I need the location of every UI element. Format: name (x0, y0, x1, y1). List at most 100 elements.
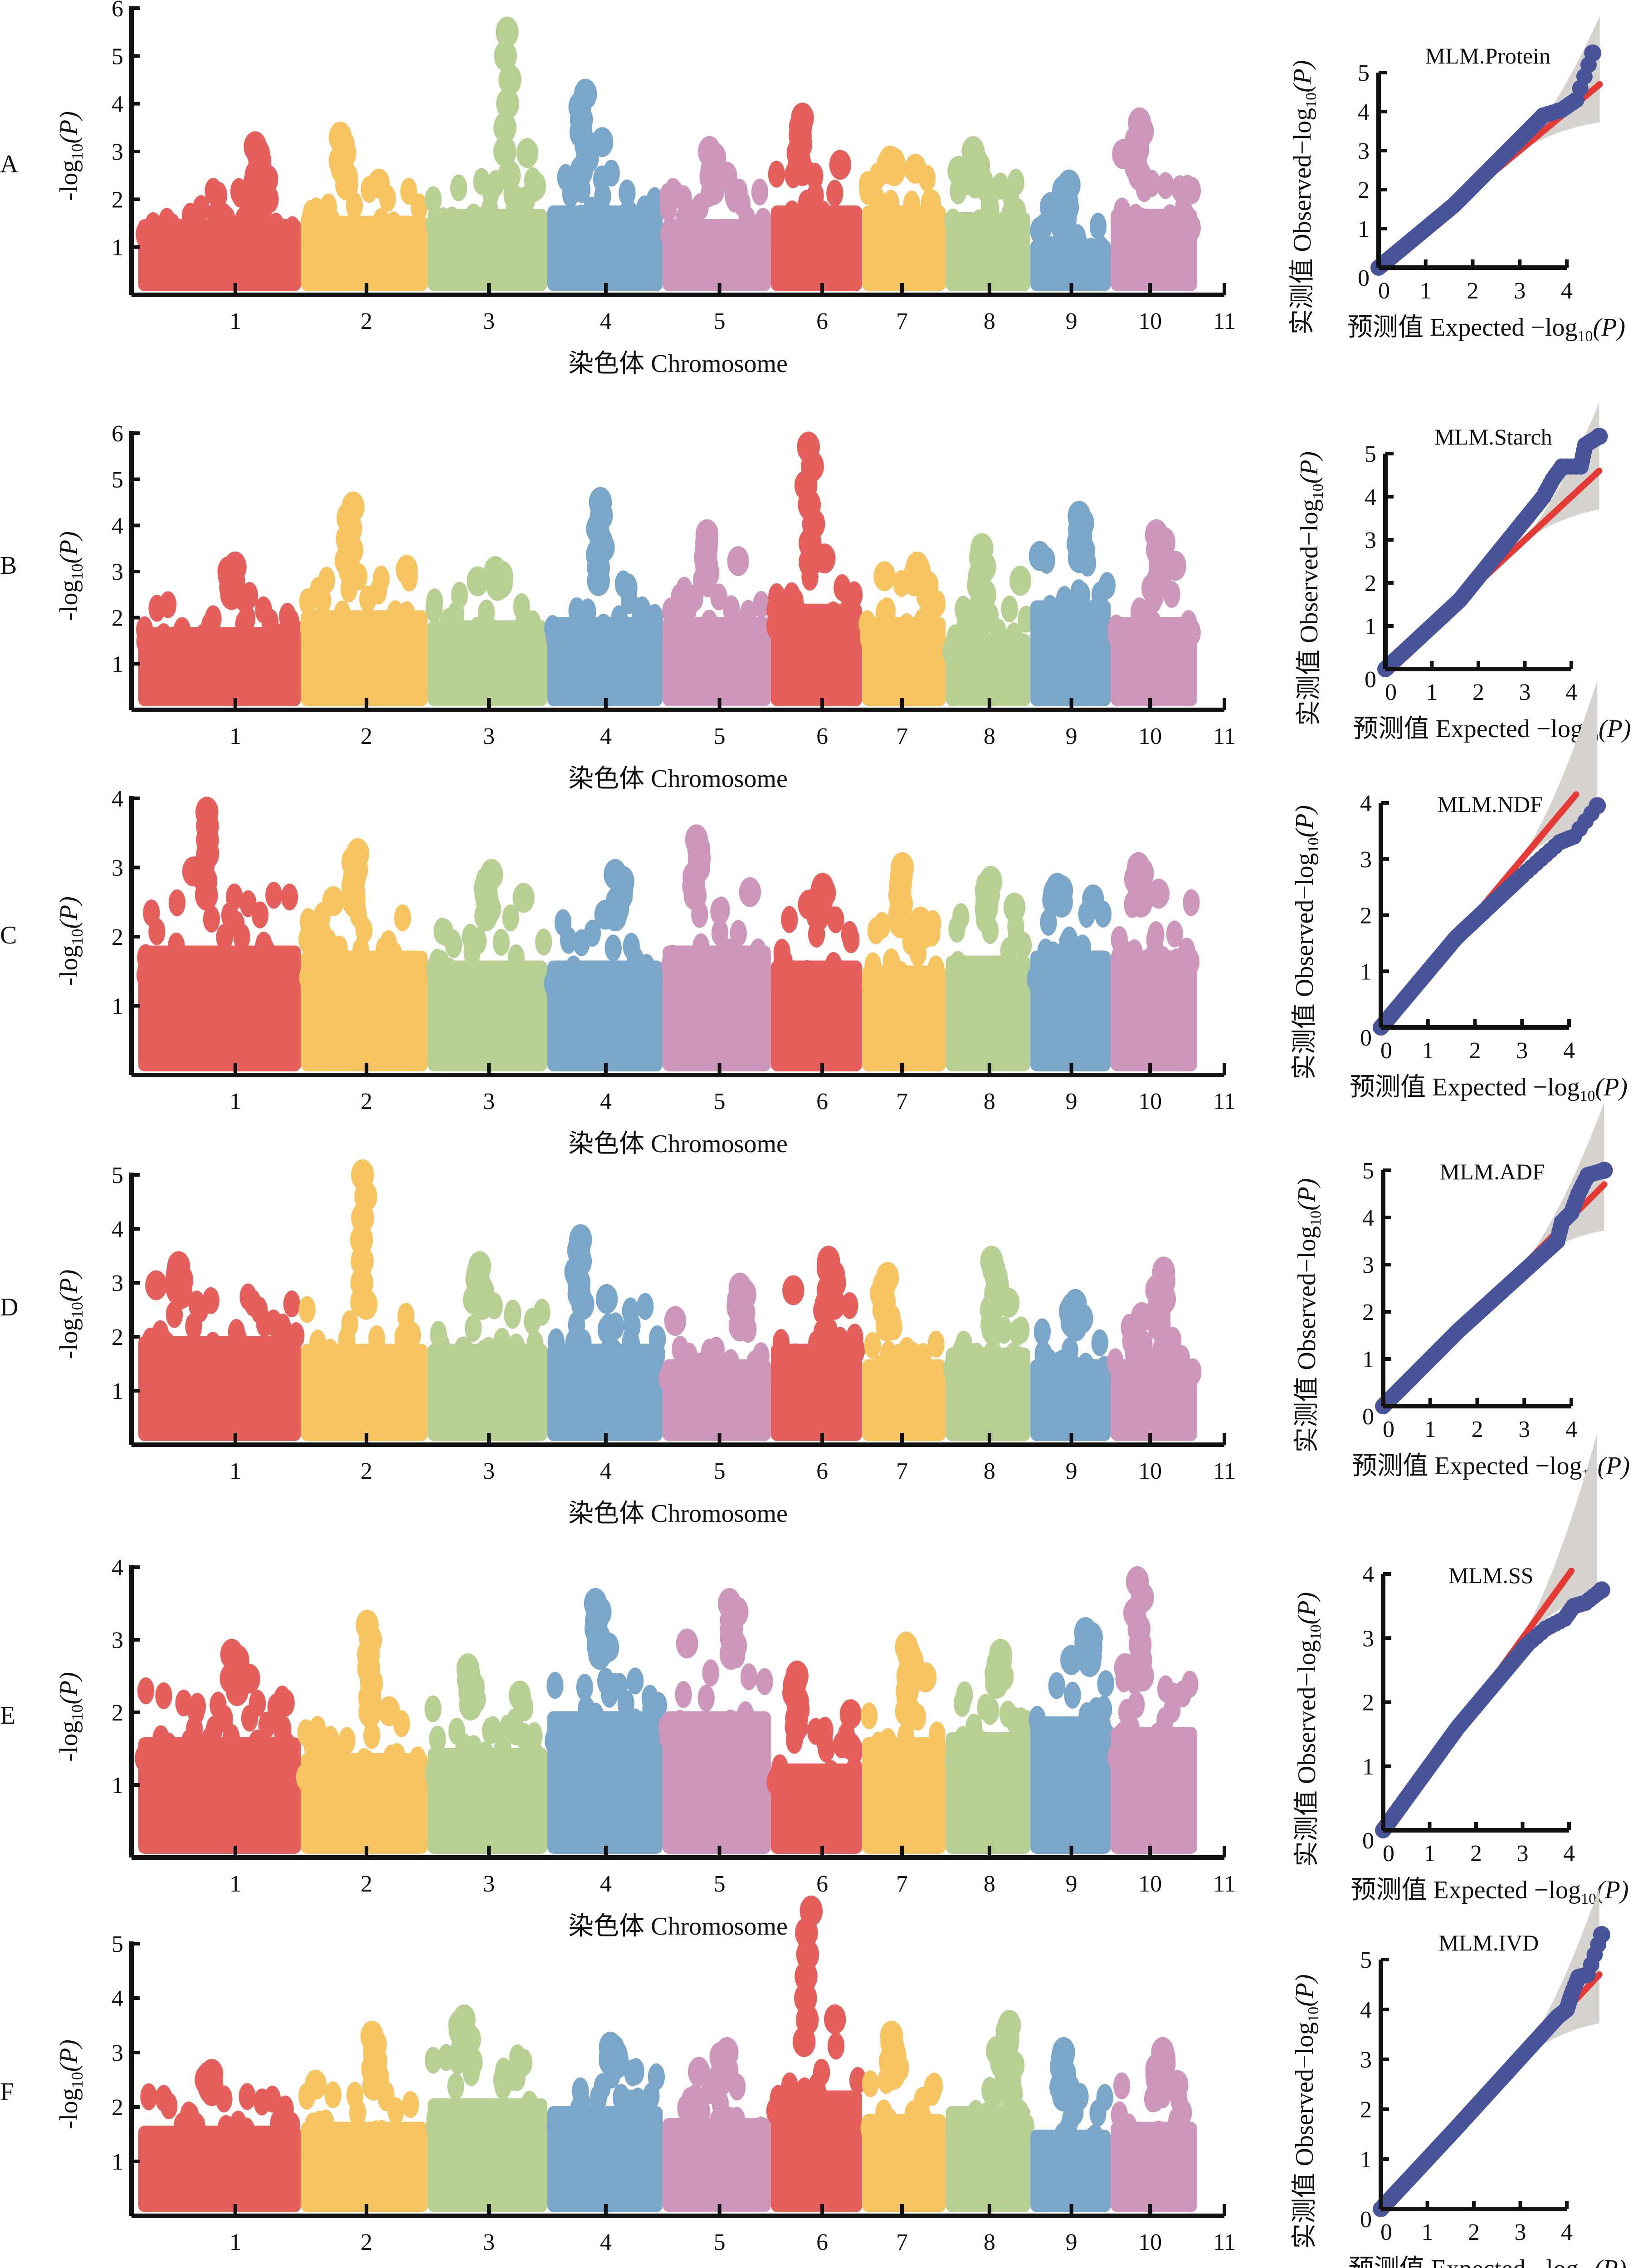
snp-point (721, 1716, 738, 1744)
qq-x-axis-title: 预测值 Expected −log10(P) (1349, 2255, 1627, 2268)
snp-point (220, 947, 238, 974)
snp-point (664, 1306, 687, 1336)
snp-point (570, 617, 588, 644)
chromosome-2-points (298, 2020, 428, 2212)
snp-point (1060, 2123, 1078, 2150)
snp-point (164, 213, 181, 240)
chromosome-7-points (862, 852, 946, 1071)
snp-point (160, 1732, 177, 1760)
snp-point (219, 572, 241, 602)
manhattan-plot: 1 2 3 4 5 1 2 3 4 5 6 7 8 9 10 11 染色体 Chromosome -log10(P… (55, 1895, 1236, 2255)
snp-point (474, 206, 491, 234)
observed-points (1373, 1926, 1610, 2217)
snp-point (261, 625, 278, 653)
chromosome-8-points (946, 865, 1032, 1071)
snp-point (430, 1751, 447, 1779)
qq-x-tick-label: 1 (1422, 1038, 1434, 1064)
snp-point (597, 1632, 619, 1662)
y-tick-label: 4 (112, 92, 123, 117)
snp-point (730, 920, 747, 947)
x-tick-label: 8 (984, 1871, 995, 1897)
y-tick-label: 1 (112, 994, 123, 1020)
snp-point (515, 608, 533, 635)
snp-point (766, 596, 784, 624)
panel-letter: B (0, 552, 17, 580)
qq-x-tick-label: 2 (1472, 679, 1484, 705)
chromosome-10-points (1111, 852, 1200, 1071)
snp-point (864, 1332, 881, 1359)
snp-point (774, 947, 791, 974)
snp-point (809, 2072, 826, 2100)
x-tick-label: 3 (483, 723, 495, 749)
snp-point (692, 933, 710, 960)
snp-point (679, 1351, 697, 1378)
snp-point (1005, 622, 1023, 650)
snp-point (193, 1348, 210, 1375)
snp-point (1113, 2072, 1131, 2100)
snp-point (997, 1287, 1020, 1318)
qq-y-tick-label: 1 (1365, 614, 1376, 640)
x-tick-label: 10 (1138, 2229, 1162, 2255)
snp-point (927, 955, 945, 983)
snp-point (456, 2105, 473, 2132)
snp-point (576, 1674, 594, 1701)
snp-point (888, 1358, 906, 1385)
snp-point (1183, 889, 1200, 916)
snp-point (143, 899, 160, 927)
snp-point (707, 1336, 725, 1364)
qq-y-tick-label: 4 (1360, 791, 1372, 816)
snp-point (409, 1746, 426, 1774)
snp-point (199, 223, 216, 250)
snp-point (587, 1702, 604, 1730)
snp-point (858, 610, 876, 637)
snp-point (145, 212, 162, 240)
snp-point (429, 1725, 446, 1753)
snp-point (168, 889, 186, 917)
snp-point (435, 207, 452, 235)
qq-y-tick-label: 2 (1360, 2097, 1372, 2123)
x-tick-label: 9 (1066, 1871, 1077, 1897)
snp-point (223, 1724, 240, 1751)
chromosome-10-points (1107, 1566, 1199, 1854)
qq-x-tick-label: 3 (1514, 278, 1526, 304)
y-tick-label: 1 (112, 1773, 123, 1799)
peak-snp-point (167, 1251, 190, 1282)
snp-point (1166, 920, 1183, 948)
snp-point (402, 2091, 419, 2118)
snp-point (862, 2070, 879, 2097)
qq-title: MLM.ADF (1440, 1159, 1545, 1184)
snp-point (1147, 879, 1170, 909)
snp-point (304, 2112, 322, 2140)
snp-point (626, 1667, 644, 1695)
x-tick-label: 10 (1138, 1458, 1162, 1484)
x-tick-label: 3 (483, 1089, 495, 1114)
chromosome-1-points (135, 1638, 301, 1854)
snp-point (265, 1309, 282, 1337)
peak-snp-point (895, 1631, 918, 1663)
snp-point (326, 220, 344, 247)
qq-y-tick-label: 4 (1360, 1997, 1372, 2023)
peak-snp-point (979, 865, 1003, 897)
snp-point (265, 1348, 283, 1375)
x-tick-label: 8 (984, 1458, 995, 1484)
snp-point (136, 627, 154, 655)
snp-point (693, 223, 710, 250)
snp-point (985, 1341, 1002, 1368)
snp-point (1164, 551, 1186, 581)
snp-point (1148, 215, 1165, 242)
qq-top-point (1584, 44, 1602, 62)
qq-y-tick-label: 2 (1360, 903, 1372, 929)
snp-point (321, 953, 338, 980)
snp-point (1175, 2118, 1192, 2145)
manhattan-plot: 1 2 3 4 5 6 1 2 3 4 5 6 7 8 9 10 11 染色体 Chromosome -log10(… (55, 421, 1236, 793)
snp-point (469, 927, 487, 954)
manhattan-plot: 1 2 3 4 5 6 1 2 3 4 5 6 7 8 9 10 11 染色体 Chromosome -log10(… (55, 0, 1236, 378)
chromosome-5-points (659, 136, 775, 291)
snp-point (1060, 1645, 1082, 1675)
snp-point (928, 1721, 946, 1749)
snp-point (702, 1659, 720, 1686)
snp-point (288, 1322, 305, 1349)
confidence-band (1511, 1887, 1599, 2069)
